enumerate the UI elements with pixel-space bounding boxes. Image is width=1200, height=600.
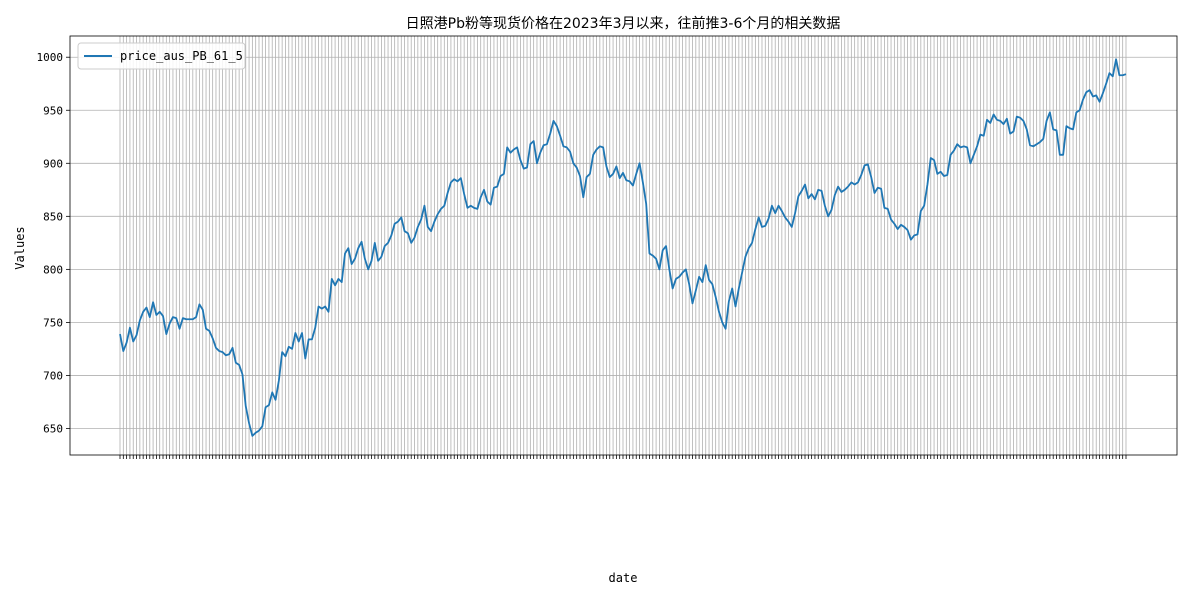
plot-area-frame (69, 35, 1178, 456)
legend-box (77, 42, 246, 70)
legend: price_aus_PB_61_5 (77, 42, 246, 70)
legend-label: price_aus_PB_61_5 (120, 49, 243, 63)
grid (70, 36, 1177, 455)
chart-title: 日照港Pb粉等现货价格在2023年3月以来，往前推3-6个月的相关数据 (406, 15, 841, 32)
y-tick-label: 650 (43, 422, 63, 435)
x-axis-label: date (609, 571, 638, 585)
y-tick-label: 1000 (37, 51, 64, 64)
y-axis-label: Values (13, 226, 27, 269)
y-tick-label: 850 (43, 210, 63, 223)
y-tick-label: 950 (43, 104, 63, 117)
y-tick-label: 700 (43, 369, 63, 382)
series-line-price-aus-pb-61-5 (119, 58, 1127, 437)
y-tick-label: 800 (43, 263, 63, 276)
y-tick-label: 750 (43, 316, 63, 329)
y-axis-ticks: 650 700 750 800 850 900 950 1000 (37, 51, 70, 435)
y-tick-label: 900 (43, 157, 63, 170)
x-axis-ticks (119, 455, 1127, 459)
